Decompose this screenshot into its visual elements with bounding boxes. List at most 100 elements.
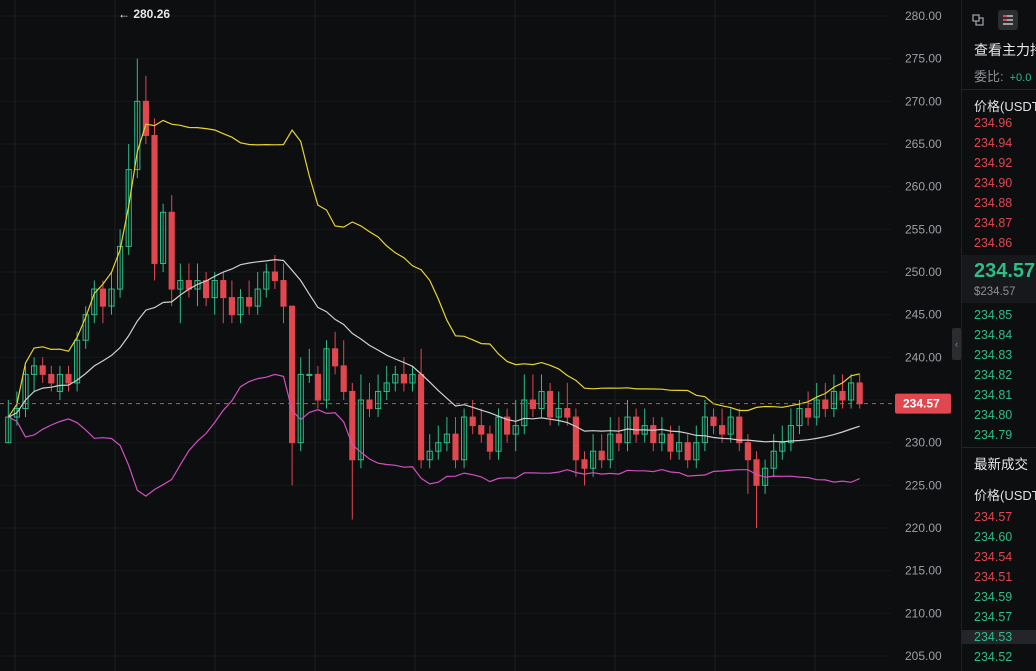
y-tick-label: 260.00 [905,180,942,194]
candle-body [39,365,46,375]
candle-body [383,382,390,392]
candle-body [796,408,803,427]
recent-trades-title[interactable]: 最新成交 [974,457,1028,472]
candle-body [271,271,278,282]
y-tick-label: 205.00 [905,649,942,663]
candle-body [727,416,734,435]
candle-body [65,373,72,384]
candlestick-chart[interactable]: 280.00 275.00 270.00 265.00 260.00 255.00 250.… [0,0,956,671]
candle-body [74,339,81,384]
chart-canvas[interactable]: 280.00 275.00 270.00 265.00 260.00 255.00 250.… [0,0,956,671]
candle-body [297,373,304,444]
y-tick-label: 215.00 [905,564,942,578]
last-price-box [962,255,1036,303]
order-book-panel: 查看主力持 委比: +0.0 价格(USDT 234.96 234.94 234.92… [961,0,1036,671]
candle-body [822,399,829,410]
layout-icon[interactable] [968,10,988,30]
candle-body [177,280,184,290]
candle-body [693,442,700,461]
y-tick-label: 250.00 [905,265,942,279]
candle-body [581,459,588,469]
candle-body [555,408,562,418]
candle-body [254,288,261,307]
orderbook-view-icon[interactable] [998,10,1018,30]
trade-row[interactable]: 234.53 [962,630,1036,644]
y-tick-label: 220.00 [905,521,942,535]
trade-row[interactable]: 234.60 [974,530,1013,544]
candle-body [56,373,63,392]
y-tick-label: 265.00 [905,137,942,151]
trade-row[interactable]: 234.57 [974,610,1013,624]
chevron-left-icon: ‹ [955,339,958,349]
candle-body [366,399,373,410]
candle-body [142,100,149,136]
bid-price-row[interactable]: 234.80 [974,408,1013,422]
candle-body [779,442,786,452]
panel-resize-handle[interactable]: ‹ [952,328,961,360]
candle-body [306,373,313,376]
ask-price-row[interactable]: 234.88 [974,196,1013,210]
candle-body [357,399,364,461]
y-tick-label: 270.00 [905,94,942,108]
bid-price-row[interactable]: 234.79 [974,428,1013,442]
candle-body [676,442,683,452]
candle-body [830,390,837,410]
ask-price-row[interactable]: 234.96 [974,116,1013,130]
candle-body [263,271,270,290]
candle-body [332,348,339,367]
candle-body [650,425,657,444]
trade-row[interactable]: 234.57 [974,510,1013,524]
divider [962,447,1036,448]
candle-body [13,408,20,418]
candle-body [314,373,321,401]
bid-price-row[interactable]: 234.84 [974,328,1013,342]
candle-body [48,373,55,384]
ask-price-row[interactable]: 234.90 [974,176,1013,190]
candle-body [495,416,502,452]
view-main-force-link[interactable]: 查看主力持 [974,42,1036,58]
candle-body [529,399,536,410]
y-tick-label: 255.00 [905,222,942,236]
candle-body [323,348,330,401]
candle-body [443,433,450,444]
ask-price-row[interactable]: 234.86 [974,236,1013,250]
candle-body [194,280,201,290]
candle-body [667,433,674,452]
bid-price-row[interactable]: 234.82 [974,368,1013,382]
bid-price-row[interactable]: 234.85 [974,308,1013,322]
candle-body [409,373,416,384]
trade-row[interactable]: 234.54 [974,550,1013,564]
divider [962,89,1036,90]
candle-body [547,390,554,418]
candle-body [168,211,175,290]
candle-body [435,442,442,452]
candle-body [340,365,347,392]
trade-row[interactable]: 234.59 [974,590,1013,604]
candle-body [400,373,407,384]
candle-body [418,373,425,461]
candle-body [736,416,743,444]
max-price-annotation: ← 280.26 [118,7,170,21]
ask-price-row[interactable]: 234.87 [974,216,1013,230]
candle-body [280,280,287,307]
trade-row[interactable]: 234.51 [974,570,1013,584]
candle-body [538,390,545,410]
bid-price-row[interactable]: 234.83 [974,348,1013,362]
candle-body [220,280,227,299]
candle-body [598,450,605,461]
candle-body [478,425,485,435]
ratio-value: +0.0 [1009,72,1032,84]
bollinger-lower-line [8,373,860,497]
candle-body [521,399,528,427]
candle-body [117,245,124,290]
candle-body [633,416,640,435]
ask-price-row[interactable]: 234.92 [974,156,1013,170]
price-column-header: 价格(USDT [974,99,1036,114]
ask-price-row[interactable]: 234.94 [974,136,1013,150]
y-tick-label: 275.00 [905,52,942,66]
bid-price-row[interactable]: 234.81 [974,388,1013,402]
candle-body [701,416,708,444]
trade-row[interactable]: 234.52 [974,650,1013,664]
candle-body [787,425,794,444]
y-tick-label: 240.00 [905,350,942,364]
